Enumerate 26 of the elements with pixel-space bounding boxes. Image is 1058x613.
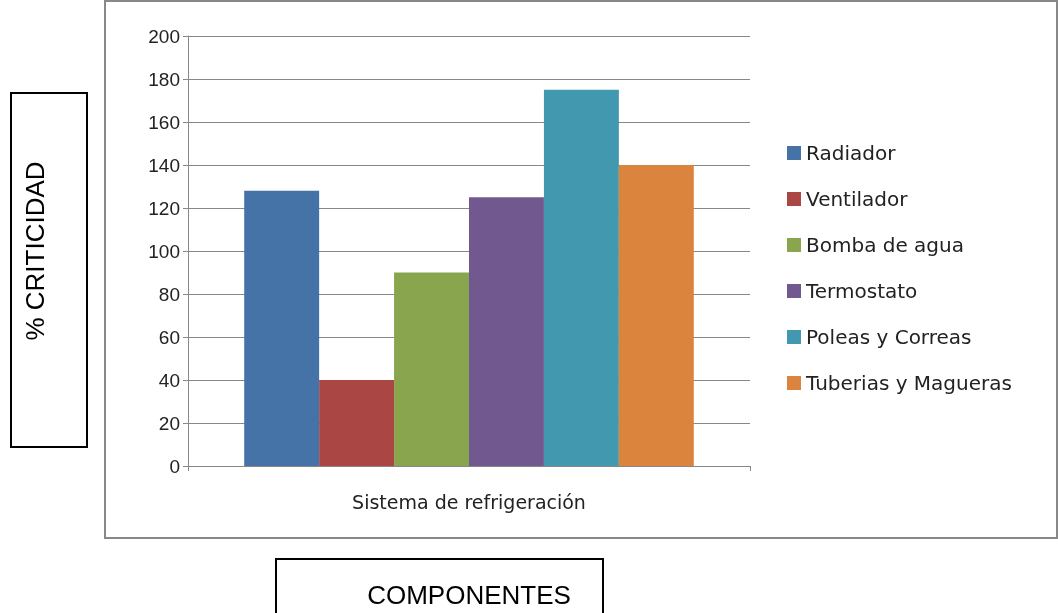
legend-label: Poleas y Correas <box>806 325 972 349</box>
x-tick-label: Sistema de refrigeración <box>352 490 586 513</box>
x-axis-title: COMPONENTES <box>367 580 571 610</box>
y-tick-label: 160 <box>148 111 180 133</box>
bar <box>394 272 469 466</box>
bar <box>618 165 694 466</box>
y-tick-label: 40 <box>158 369 180 391</box>
y-tick-label: 80 <box>158 283 180 305</box>
y-tick-label: 0 <box>169 455 180 477</box>
y-axis-title: % CRITICIDAD <box>20 161 50 341</box>
y-tick-label: 140 <box>148 154 180 176</box>
bar <box>244 190 320 466</box>
bar <box>469 197 544 466</box>
y-tick-label: 120 <box>148 197 180 219</box>
y-tick-label: 20 <box>158 412 180 434</box>
legend-label: Radiador <box>806 141 897 165</box>
y-tick-label: 100 <box>148 240 180 262</box>
y-tick-label: 60 <box>158 326 180 348</box>
y-tick-label: 200 <box>148 25 180 47</box>
bar <box>319 380 395 466</box>
y-tick-label: 180 <box>148 68 180 90</box>
legend-label: Termostato <box>805 279 918 303</box>
bar <box>543 89 619 466</box>
legend-label: Bomba de agua <box>806 233 964 257</box>
legend-label: Ventilador <box>806 187 909 211</box>
legend-label: Tuberias y Magueras <box>805 371 1012 395</box>
